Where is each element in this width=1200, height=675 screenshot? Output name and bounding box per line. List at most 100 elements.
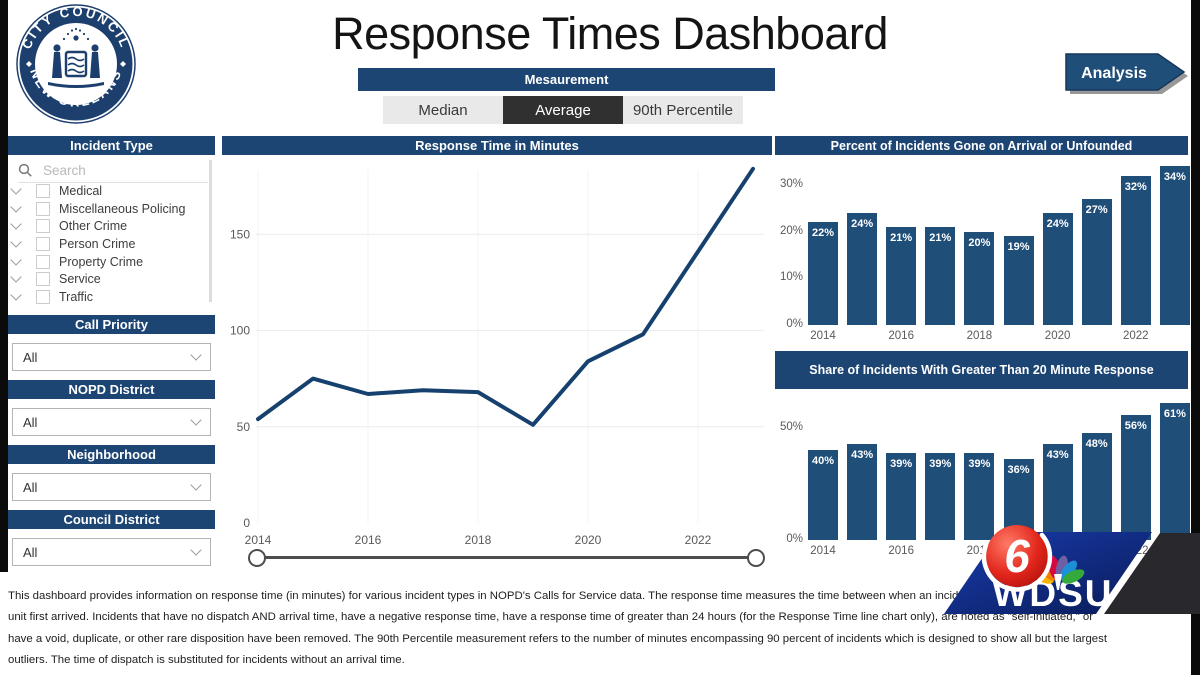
wdsu-logo: WDSU 6 [944, 525, 1200, 614]
call-priority-dropdown[interactable]: All [12, 343, 211, 371]
measurement-tabs: Median Average 90th Percentile [383, 96, 743, 124]
x-tick-label: 2018 [465, 533, 492, 547]
x-tick-label: 2022 [1123, 330, 1149, 342]
incident-type-item[interactable]: Service [10, 270, 208, 288]
bar-value-label: 36% [1007, 464, 1030, 477]
bar-value-label: 21% [890, 232, 913, 244]
tab-90th-percentile[interactable]: 90th Percentile [632, 101, 734, 119]
share-over-20min-chart: 0% 50% 40% 43% 39% 39% 39% 36% 43% 48% 56% 61% 2014 2… [775, 395, 1190, 563]
bar-value-label: 43% [851, 448, 874, 461]
analysis-button[interactable]: Analysis [1062, 48, 1192, 98]
bar-2015[interactable]: 43% [847, 443, 878, 540]
y-tick-label: 0 [243, 516, 250, 530]
council-district-dropdown[interactable]: All [12, 538, 211, 566]
bar-2023[interactable]: 34% [1159, 166, 1190, 325]
bar-2016[interactable]: 21% [886, 227, 917, 325]
analysis-button-label: Analysis [1081, 65, 1147, 82]
wdsu-6-ball: 6 [981, 525, 1053, 592]
chevron-down-icon[interactable] [10, 236, 22, 248]
neighborhood-dropdown[interactable]: All [12, 473, 211, 501]
chevron-down-icon[interactable] [10, 218, 22, 230]
wdsu-channel-number: 6 [1004, 530, 1030, 582]
slider-handle-left[interactable] [248, 549, 266, 567]
chevron-down-icon [190, 544, 202, 556]
y-tick-label: 30% [779, 178, 803, 191]
chevron-down-icon[interactable] [10, 253, 22, 266]
slider-handle-right[interactable] [747, 549, 765, 567]
filter-council-district: Council District All [8, 510, 215, 566]
bar-2018[interactable]: 39% [964, 452, 995, 540]
incident-search[interactable] [18, 158, 208, 183]
bar-2019[interactable]: 19% [1003, 236, 1034, 325]
incident-type-checkbox[interactable] [36, 201, 50, 216]
chevron-down-icon[interactable] [10, 183, 22, 195]
bar-2020[interactable]: 24% [1042, 213, 1073, 325]
incident-type-item[interactable]: Medical [10, 182, 208, 200]
chevron-down-icon [190, 414, 202, 426]
bar-2017[interactable]: 21% [925, 227, 956, 325]
bar-2014[interactable]: 22% [808, 222, 838, 325]
bar-2022[interactable]: 56% [1120, 414, 1151, 540]
bar-2021[interactable]: 48% [1081, 432, 1112, 540]
x-tick-label: 2016 [355, 533, 382, 547]
dropdown-value: All [23, 544, 38, 560]
bar-value-label: 48% [1085, 437, 1108, 450]
left-letterbox-bar [0, 0, 8, 572]
bar-2022[interactable]: 32% [1120, 175, 1151, 325]
bar-value-label: 56% [1124, 419, 1147, 432]
incident-type-item[interactable]: Property Crime [10, 253, 208, 271]
bar-2020[interactable]: 43% [1042, 443, 1073, 540]
y-tick-label: 20% [779, 224, 803, 237]
filter-nopd-district: NOPD District All [8, 380, 215, 436]
dashboard-description: This dashboard provides information on r… [8, 586, 1188, 671]
incident-type-checkbox[interactable] [36, 219, 50, 234]
search-input[interactable] [41, 161, 205, 179]
incident-type-label: Medical [59, 183, 103, 198]
description-line: unit first arrived. Incidents that have … [8, 611, 1094, 624]
incident-type-checkbox[interactable] [36, 236, 50, 251]
chevron-down-icon[interactable] [10, 271, 22, 283]
bar-2023[interactable]: 61% [1159, 403, 1190, 540]
tab-median[interactable]: Median [418, 101, 468, 119]
incident-type-label: Traffic [59, 289, 94, 304]
line-chart-header: Response Time in Minutes [222, 136, 772, 155]
incident-type-checkbox[interactable] [36, 289, 50, 304]
incident-type-item[interactable]: Other Crime [10, 217, 208, 235]
bar-2016[interactable]: 39% [886, 452, 917, 540]
bar-2014[interactable]: 40% [808, 450, 838, 540]
bar-2018[interactable]: 20% [964, 231, 995, 325]
bar-value-label: 34% [1163, 171, 1186, 184]
gone-on-arrival-header: Percent of Incidents Gone on Arrival or … [775, 136, 1188, 155]
incident-type-list: Medical Miscellaneous Policing Other Crime… [10, 182, 208, 306]
y-tick-label: 150 [230, 227, 250, 241]
x-tick-label: 2014 [810, 330, 836, 342]
incident-type-checkbox[interactable] [36, 183, 50, 198]
filter-call-priority: Call Priority All [8, 315, 215, 371]
incident-list-scrollbar[interactable] [209, 160, 212, 302]
bar-2021[interactable]: 27% [1081, 199, 1112, 325]
incident-type-label: Miscellaneous Policing [59, 201, 186, 216]
bar-value-label: 39% [968, 457, 991, 470]
incident-type-label: Person Crime [59, 236, 136, 251]
incident-type-item[interactable]: Person Crime [10, 235, 208, 253]
year-range-slider-track[interactable] [256, 556, 754, 559]
chevron-down-icon[interactable] [10, 200, 22, 213]
bar-value-label: 39% [890, 457, 913, 470]
incident-type-item[interactable]: Miscellaneous Policing [10, 200, 208, 218]
x-tick-label: 2016 [888, 330, 914, 342]
y-tick-label: 50% [779, 421, 803, 433]
bar-2017[interactable]: 39% [925, 452, 956, 540]
city-council-seal: CITY COUNCIL NEW ORLEANS [16, 4, 136, 124]
tab-average[interactable]: Average [503, 96, 623, 124]
nopd-district-dropdown[interactable]: All [12, 408, 211, 436]
page-title: Response Times Dashboard [332, 8, 888, 59]
response-time-chart: 0 50 100 150 2014 2016 2018 2020 2022 [230, 166, 764, 547]
bar-2015[interactable]: 24% [847, 213, 878, 325]
incident-type-checkbox[interactable] [36, 254, 50, 269]
right-letterbox-bar [1191, 0, 1200, 675]
bars-area: 22% 24% 21% 21% 20% 19% 24% 27% 32% 34% [808, 158, 1190, 325]
incident-type-item[interactable]: Traffic [10, 288, 208, 306]
chevron-down-icon[interactable] [10, 289, 22, 301]
incident-type-checkbox[interactable] [36, 272, 50, 287]
filter-neighborhood: Neighborhood All [8, 445, 215, 501]
